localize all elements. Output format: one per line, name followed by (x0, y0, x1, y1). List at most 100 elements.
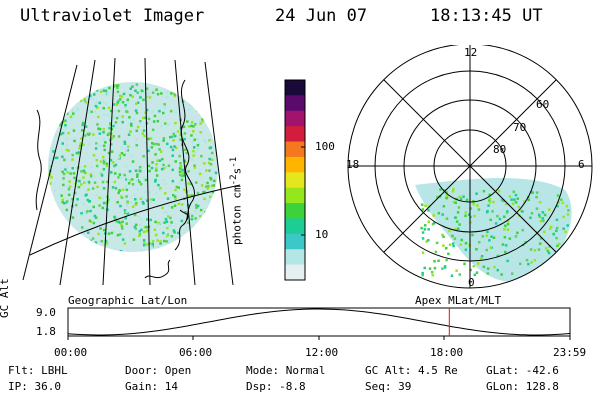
emission-pixel (110, 231, 114, 235)
emission-pixel (87, 180, 91, 184)
emission-pixel (190, 182, 193, 186)
emission-pixel (69, 200, 73, 204)
emission-pixel (49, 182, 52, 185)
emission-pixel (79, 144, 82, 148)
emission-pixel (204, 232, 208, 235)
emission-pixel (451, 190, 455, 193)
colorbar-band (285, 110, 305, 127)
emission-pixel (135, 129, 138, 133)
emission-pixel (519, 262, 522, 266)
emission-pixel (538, 242, 542, 245)
emission-pixel (446, 195, 449, 198)
emission-pixel (452, 187, 455, 191)
emission-pixel (89, 112, 92, 115)
emission-pixel (87, 188, 90, 191)
emission-pixel (214, 171, 218, 175)
emission-pixel (423, 266, 426, 270)
emission-pixel (84, 101, 88, 104)
emission-pixel (216, 228, 218, 231)
emission-pixel (107, 106, 111, 110)
emission-pixel (140, 218, 143, 221)
emission-pixel (430, 270, 434, 274)
emission-pixel (486, 272, 490, 275)
emission-pixel (170, 221, 173, 224)
emission-pixel (143, 197, 147, 201)
colorbar-band (285, 172, 305, 189)
emission-pixel (437, 259, 440, 262)
emission-pixel (144, 116, 147, 120)
emission-pixel (512, 190, 515, 193)
emission-pixel (161, 157, 164, 161)
colorbar-band (285, 249, 305, 266)
emission-pixel (142, 202, 145, 205)
emission-pixel (129, 87, 132, 90)
emission-pixel (166, 95, 169, 99)
emission-pixel (81, 121, 85, 125)
emission-pixel (498, 217, 502, 221)
emission-pixel (123, 153, 126, 157)
emission-pixel (199, 131, 202, 134)
emission-pixel (194, 151, 197, 154)
emission-pixel (88, 219, 92, 222)
emission-pixel (201, 118, 204, 121)
emission-pixel (190, 104, 194, 108)
filter-info: Flt: LBHL (8, 364, 68, 377)
emission-pixel (192, 154, 195, 157)
emission-pixel (202, 96, 206, 100)
emission-pixel (80, 243, 83, 246)
emission-pixel (106, 198, 110, 201)
emission-pixel (506, 222, 510, 226)
emission-pixel (162, 178, 165, 182)
emission-pixel (210, 184, 214, 188)
emission-pixel (217, 128, 218, 131)
emission-pixel (535, 207, 539, 210)
emission-pixel (83, 237, 87, 241)
emission-pixel (48, 89, 52, 93)
emission-pixel (156, 239, 159, 242)
emission-pixel (146, 243, 149, 246)
emission-pixel (91, 97, 94, 101)
emission-pixel (153, 228, 157, 231)
emission-pixel (176, 130, 180, 133)
emission-pixel (133, 193, 136, 197)
emission-pixel (209, 176, 212, 180)
emission-pixel (562, 227, 565, 230)
emission-pixel (71, 237, 74, 240)
emission-pixel (103, 148, 106, 152)
emission-pixel (97, 246, 100, 249)
colorbar-band (285, 141, 305, 158)
emission-pixel (126, 101, 130, 104)
emission-pixel (63, 158, 66, 162)
emission-pixel (102, 106, 105, 110)
emission-pixel (67, 131, 70, 135)
emission-pixel (210, 132, 214, 135)
emission-pixel (54, 97, 58, 101)
dsp-info: Dsp: -8.8 (246, 380, 306, 393)
emission-pixel (154, 220, 157, 224)
emission-pixel (202, 190, 205, 194)
emission-pixel (62, 183, 65, 187)
emission-pixel (151, 161, 154, 164)
emission-pixel (75, 184, 78, 188)
emission-pixel (185, 151, 189, 155)
emission-pixel (504, 224, 507, 228)
emission-pixel (480, 255, 484, 258)
emission-pixel (135, 83, 139, 86)
emission-pixel (179, 138, 182, 141)
emission-pixel (138, 165, 142, 169)
emission-pixel (543, 213, 547, 217)
emission-pixel (107, 132, 111, 135)
emission-pixel (132, 209, 135, 213)
emission-pixel (209, 82, 213, 85)
emission-pixel (118, 173, 122, 176)
emission-pixel (187, 189, 190, 192)
emission-pixel (113, 180, 117, 184)
emission-pixel (67, 188, 71, 191)
emission-pixel (152, 120, 156, 123)
emission-pixel (421, 237, 425, 240)
emission-pixel (472, 202, 476, 206)
emission-pixel (147, 137, 150, 141)
emission-pixel (147, 149, 150, 153)
emission-pixel (161, 167, 164, 171)
emission-pixel (490, 235, 493, 238)
